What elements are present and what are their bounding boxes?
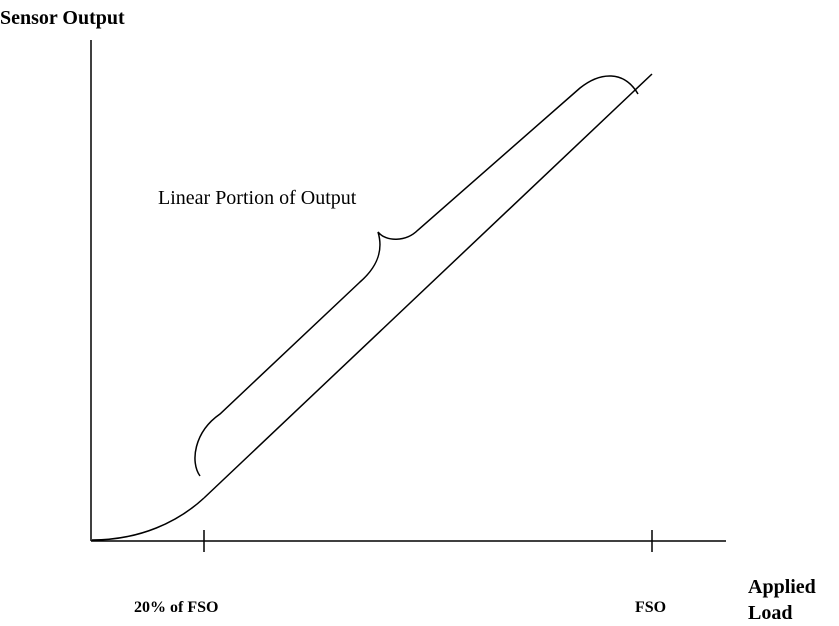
x-axis-title-line1: Applied <box>748 576 816 598</box>
linear-output-line <box>203 73 653 499</box>
nonlinear-output-curve <box>91 497 205 541</box>
linear-portion-annotation: Linear Portion of Output <box>158 187 357 209</box>
linear-portion-brace <box>194 75 639 477</box>
y-axis-title: Sensor Output <box>0 7 125 29</box>
x-axis-title: Applied Load <box>748 574 816 626</box>
x-axis-title-line2: Load <box>748 602 793 624</box>
tick-label-20-percent: 20% of FSO <box>134 599 219 616</box>
tick-label-fso: FSO <box>635 599 667 616</box>
